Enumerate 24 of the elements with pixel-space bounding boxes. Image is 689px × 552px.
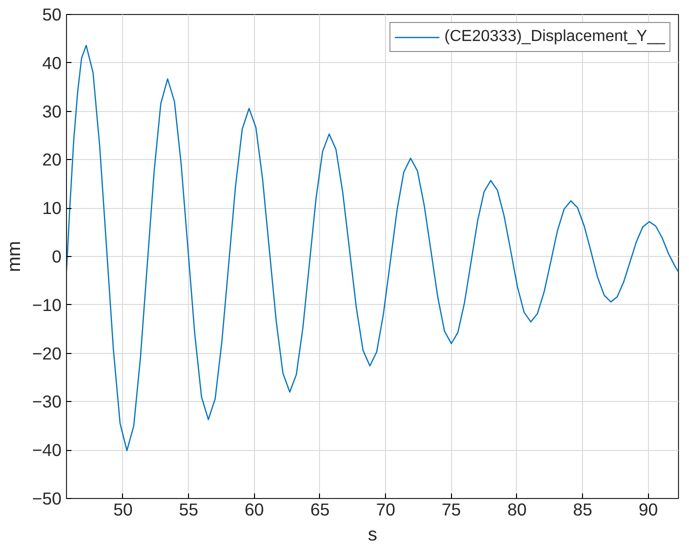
y-tick-label: 30 [42,101,62,122]
y-tick-label: 10 [42,198,62,218]
x-tick-label: 55 [179,500,198,520]
legend-label: (CE20333)_Displacement_Y__ [444,28,665,46]
y-tick-label: −30 [32,392,62,412]
x-tick-label: 60 [244,500,264,520]
x-tick-label: 50 [113,500,133,520]
x-tick-label: 85 [572,500,592,520]
y-tick-label: −40 [32,440,62,460]
y-tick-label: 20 [42,150,62,170]
y-tick-label: −10 [32,294,62,315]
x-tick-label: 90 [638,500,658,520]
x-tick-label: 80 [507,500,527,520]
x-tick-label: 70 [376,500,396,520]
y-tick-label: 50 [42,4,62,24]
y-axis-title: mm [3,240,24,272]
x-axis-title: s [368,524,378,544]
y-tick-label: −50 [32,488,62,508]
y-tick-label: 40 [42,52,62,73]
y-tick-label: 0 [52,246,62,266]
y-tick-label: −20 [32,343,62,364]
x-tick-label: 65 [310,500,330,520]
x-tick-label: 75 [442,500,461,520]
line-series [66,44,678,452]
